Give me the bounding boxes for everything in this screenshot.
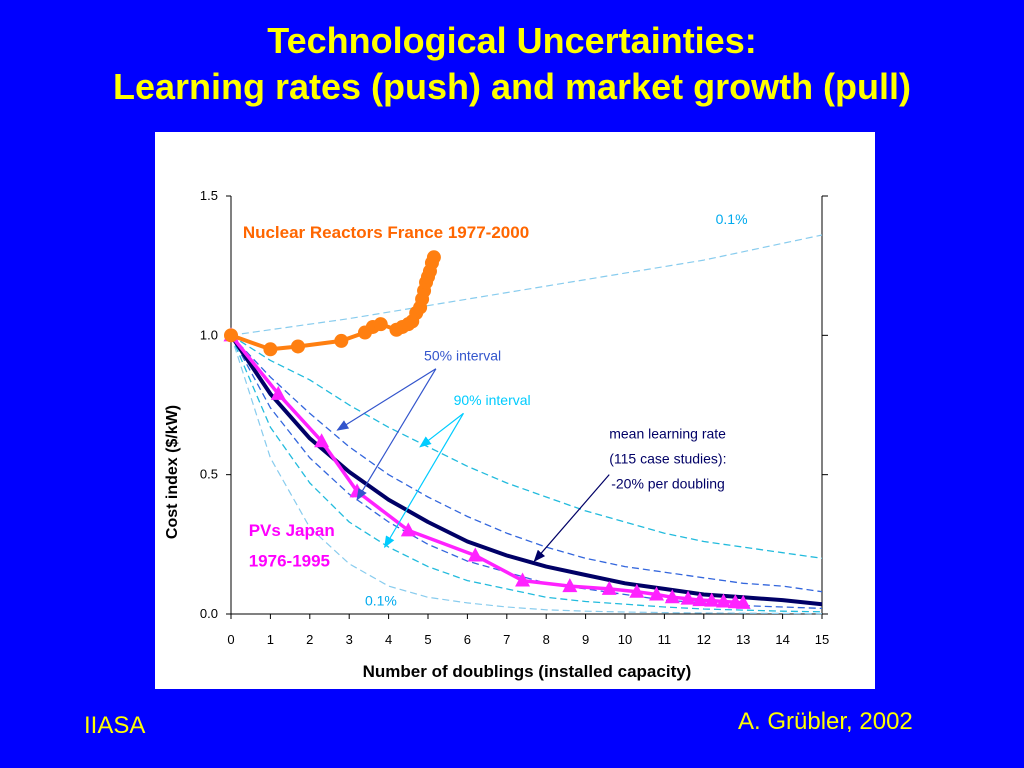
x-tick-label: 6 bbox=[464, 632, 471, 647]
x-tick-label: 11 bbox=[658, 632, 672, 647]
annotation-mean1: mean learning rate bbox=[609, 425, 726, 441]
x-tick-label: 2 bbox=[306, 632, 313, 647]
annotation-i50: 50% interval bbox=[424, 347, 501, 363]
y-tick-label: 0.5 bbox=[200, 467, 218, 482]
pv-point bbox=[467, 547, 483, 562]
series-line-50-interval-upper bbox=[230, 334, 823, 593]
x-tick-label: 4 bbox=[385, 632, 392, 647]
pv-point bbox=[649, 586, 665, 601]
pv-point bbox=[629, 583, 645, 598]
pv-point bbox=[270, 385, 286, 400]
x-axis-label: Number of doublings (installed capacity) bbox=[363, 662, 692, 681]
annotation-arrow bbox=[384, 413, 464, 549]
y-tick-label: 1.0 bbox=[200, 327, 218, 342]
annotation-arrow bbox=[336, 368, 437, 431]
nuclear-point bbox=[290, 339, 305, 354]
pv-point bbox=[716, 593, 731, 608]
y-axis-label: Cost index ($/kW) bbox=[164, 405, 181, 539]
x-tick-label: 0 bbox=[227, 632, 234, 647]
learning-curve-chart: 0 1 2 3 4 5 6 7 8 9 10 11 12 13 14 150.00.51.01.5 Nucle… bbox=[164, 188, 829, 681]
x-tick-label: 12 bbox=[697, 632, 711, 647]
pv-point bbox=[680, 590, 696, 605]
y-tick-label: 1.5 bbox=[200, 188, 218, 203]
x-tick-label: 7 bbox=[503, 632, 510, 647]
annotation-arrow bbox=[419, 412, 464, 448]
annotation-nuclear: Nuclear Reactors France 1977-2000 bbox=[243, 223, 529, 242]
pv-point bbox=[314, 433, 330, 448]
x-tick-label: 5 bbox=[424, 632, 431, 647]
annotation-arrow bbox=[356, 368, 437, 501]
annotation-p01bot: 0.1% bbox=[365, 593, 397, 609]
slide-title: Technological Uncertainties: Learning ra… bbox=[0, 18, 1024, 110]
pv-point bbox=[704, 592, 720, 607]
pv-point bbox=[515, 572, 531, 587]
y-tick-label: 0.0 bbox=[200, 606, 218, 621]
series-layer bbox=[223, 234, 823, 615]
nuclear-point bbox=[224, 328, 238, 343]
series-line-90-interval-upper bbox=[230, 334, 823, 559]
x-tick-label: 13 bbox=[736, 632, 750, 647]
annotations-layer: Nuclear Reactors France 1977-2000 PVs Jap… bbox=[243, 211, 748, 609]
x-tick-label: 8 bbox=[543, 632, 550, 647]
annotation-pv1: PVs Japan bbox=[249, 521, 335, 540]
arrows-layer bbox=[336, 368, 610, 562]
slide-title-line2: Learning rates (push) and market growth … bbox=[112, 66, 912, 107]
slide-title-line1: Technological Uncertainties: bbox=[267, 20, 757, 61]
pv-point bbox=[692, 592, 708, 607]
x-tick-label: 14 bbox=[775, 632, 789, 647]
footer-left: IIASA bbox=[84, 712, 146, 739]
nuclear-point bbox=[373, 317, 388, 332]
footer-right: A. Grübler, 2002 bbox=[738, 708, 913, 735]
x-tick-label: 9 bbox=[582, 632, 589, 647]
pv-point bbox=[664, 589, 680, 604]
annotation-p01top: 0.1% bbox=[716, 211, 748, 227]
nuclear-point bbox=[263, 342, 278, 357]
annotation-mean3: -20% per doubling bbox=[611, 476, 725, 492]
x-tick-label: 3 bbox=[346, 632, 353, 647]
series-line-0-1-upper bbox=[230, 234, 823, 336]
nuclear-point bbox=[426, 250, 441, 265]
pv-point bbox=[735, 594, 751, 609]
x-tick-label: 10 bbox=[618, 632, 632, 647]
annotation-i90: 90% interval bbox=[454, 392, 531, 408]
x-tick-label: 15 bbox=[815, 632, 829, 647]
annotation-pv2: 1976-1995 bbox=[249, 552, 330, 571]
series-line-0-1-lower bbox=[230, 335, 823, 615]
annotation-arrow bbox=[533, 474, 610, 562]
axes: 0 1 2 3 4 5 6 7 8 9 10 11 12 13 14 150.00.51.01.5 bbox=[200, 188, 829, 647]
pv-point bbox=[562, 578, 578, 593]
nuclear-point bbox=[334, 333, 349, 348]
chart-panel: 0 1 2 3 4 5 6 7 8 9 10 11 12 13 14 15 0.0 0.5 1.0 1.5 Nucle… bbox=[155, 132, 875, 689]
pv-point bbox=[400, 522, 416, 537]
x-tick-label: 1 bbox=[267, 632, 274, 647]
series-line-nuclear-reactors-france-1977-2000 bbox=[230, 256, 436, 352]
annotation-mean2: (115 case studies): bbox=[609, 451, 726, 467]
pv-point bbox=[601, 580, 617, 595]
